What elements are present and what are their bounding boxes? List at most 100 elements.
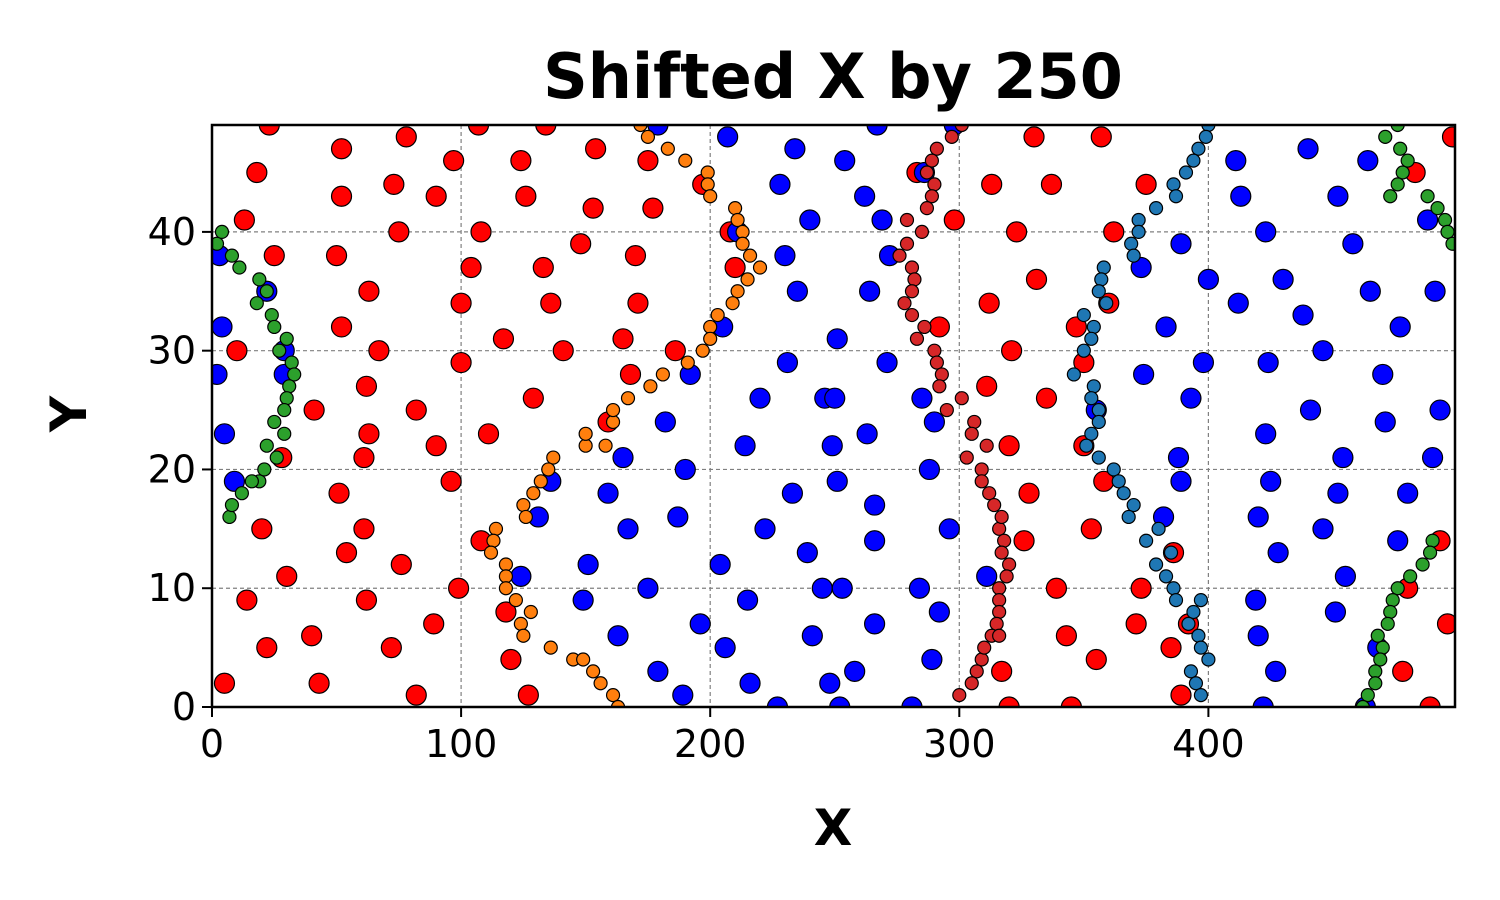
data-point [914,224,930,239]
data-point [923,411,945,433]
data-point [508,593,523,608]
data-point [355,589,378,611]
y-tick-label: 40 [148,210,196,254]
data-point [495,601,517,623]
data-point [1066,367,1081,382]
data-point [1002,557,1017,572]
data-point [1035,387,1058,409]
data-point [734,435,756,457]
data-point [1255,423,1277,445]
data-point [700,177,715,192]
data-point [1080,518,1102,540]
chart-title: Shifted X by 250 [543,40,1123,113]
data-point [252,272,267,287]
data-point [1375,640,1390,655]
data-point [492,328,515,350]
data-point [353,446,375,469]
data-point [1139,533,1154,548]
data-point [425,185,447,207]
data-point [724,256,746,279]
data-point [222,509,237,525]
data-point [308,672,330,694]
data-point [1148,557,1164,572]
data-point [1186,153,1201,168]
data-point [969,664,984,679]
data-point [272,343,287,358]
data-point [358,423,380,445]
data-point [1079,438,1094,453]
data-point [859,280,881,302]
data-point [1403,569,1418,584]
data-point [1091,450,1106,465]
data-point [974,462,989,477]
data-point [582,197,604,219]
data-point [769,173,791,195]
data-point [954,391,969,406]
data-point [976,565,998,587]
data-point [856,423,878,445]
data-point [1360,688,1375,703]
data-point [1445,236,1455,251]
data-point [523,604,538,620]
data-point [1342,233,1364,255]
data-point [739,672,761,694]
data-point [1387,530,1409,552]
data-point [695,343,710,358]
data-point [488,521,504,536]
data-point [532,256,554,279]
data-point [1158,569,1174,584]
data-point [1130,577,1152,599]
data-point [624,245,647,267]
data-point [213,423,236,445]
data-point [1395,165,1410,180]
data-point [672,684,694,706]
data-point [1373,652,1388,667]
data-point [735,224,750,239]
data-point [1188,676,1204,691]
data-point [976,375,998,397]
data-point [1124,236,1139,251]
data-point [1201,652,1216,667]
data-point [642,197,664,219]
data-point [1372,363,1394,386]
data-point [405,399,427,421]
data-point [796,541,818,564]
data-point [477,423,500,445]
data-point [578,426,593,441]
data-point [1183,664,1199,679]
data-point [535,125,557,136]
data-point [1255,221,1277,243]
data-point [1370,628,1385,643]
data-point [533,474,548,489]
data-point [1130,256,1152,279]
data-point [510,150,532,172]
data-point [257,462,272,477]
data-point [801,625,823,647]
data-point [353,518,375,540]
data-point [1085,648,1107,671]
data-point [425,435,447,457]
data-point [450,351,472,374]
data-point [1040,173,1063,195]
data-point [1272,268,1294,291]
data-point [974,474,989,489]
data-point [982,486,997,501]
data-point [1163,545,1179,560]
data-point [619,363,642,386]
data-point [824,387,846,409]
y-axis-label: Y [40,395,98,433]
data-point [786,280,808,302]
data-point [1312,518,1334,540]
data-point [1252,696,1274,707]
data-point [991,660,1013,682]
data-point [1076,343,1091,358]
x-tick-label: 200 [674,722,747,766]
data-point [612,328,634,350]
data-point [303,399,325,421]
data-point [233,209,255,231]
data-point [251,518,273,540]
data-point [854,185,876,207]
data-point [328,482,350,504]
data-point [978,292,1000,314]
data-point [1135,173,1157,195]
